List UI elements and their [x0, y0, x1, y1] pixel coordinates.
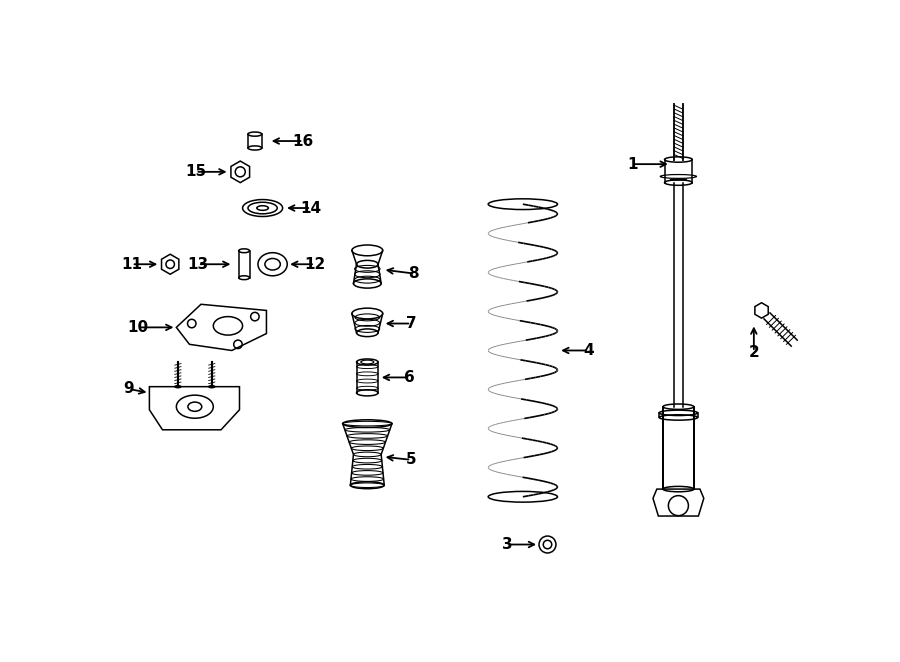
Text: 2: 2	[749, 344, 760, 359]
Text: 16: 16	[292, 134, 314, 148]
Text: 1: 1	[627, 157, 637, 171]
Text: 14: 14	[301, 201, 321, 216]
Text: 4: 4	[583, 343, 594, 358]
Text: 9: 9	[123, 381, 134, 397]
Text: 6: 6	[403, 370, 414, 385]
Text: 13: 13	[187, 257, 209, 271]
Text: 12: 12	[304, 257, 326, 271]
Text: 11: 11	[122, 257, 142, 271]
Text: 7: 7	[406, 316, 417, 331]
Text: 3: 3	[502, 537, 513, 552]
Text: 5: 5	[406, 452, 417, 467]
Text: 8: 8	[409, 266, 419, 281]
Text: 10: 10	[127, 320, 148, 335]
Text: 15: 15	[185, 164, 206, 179]
